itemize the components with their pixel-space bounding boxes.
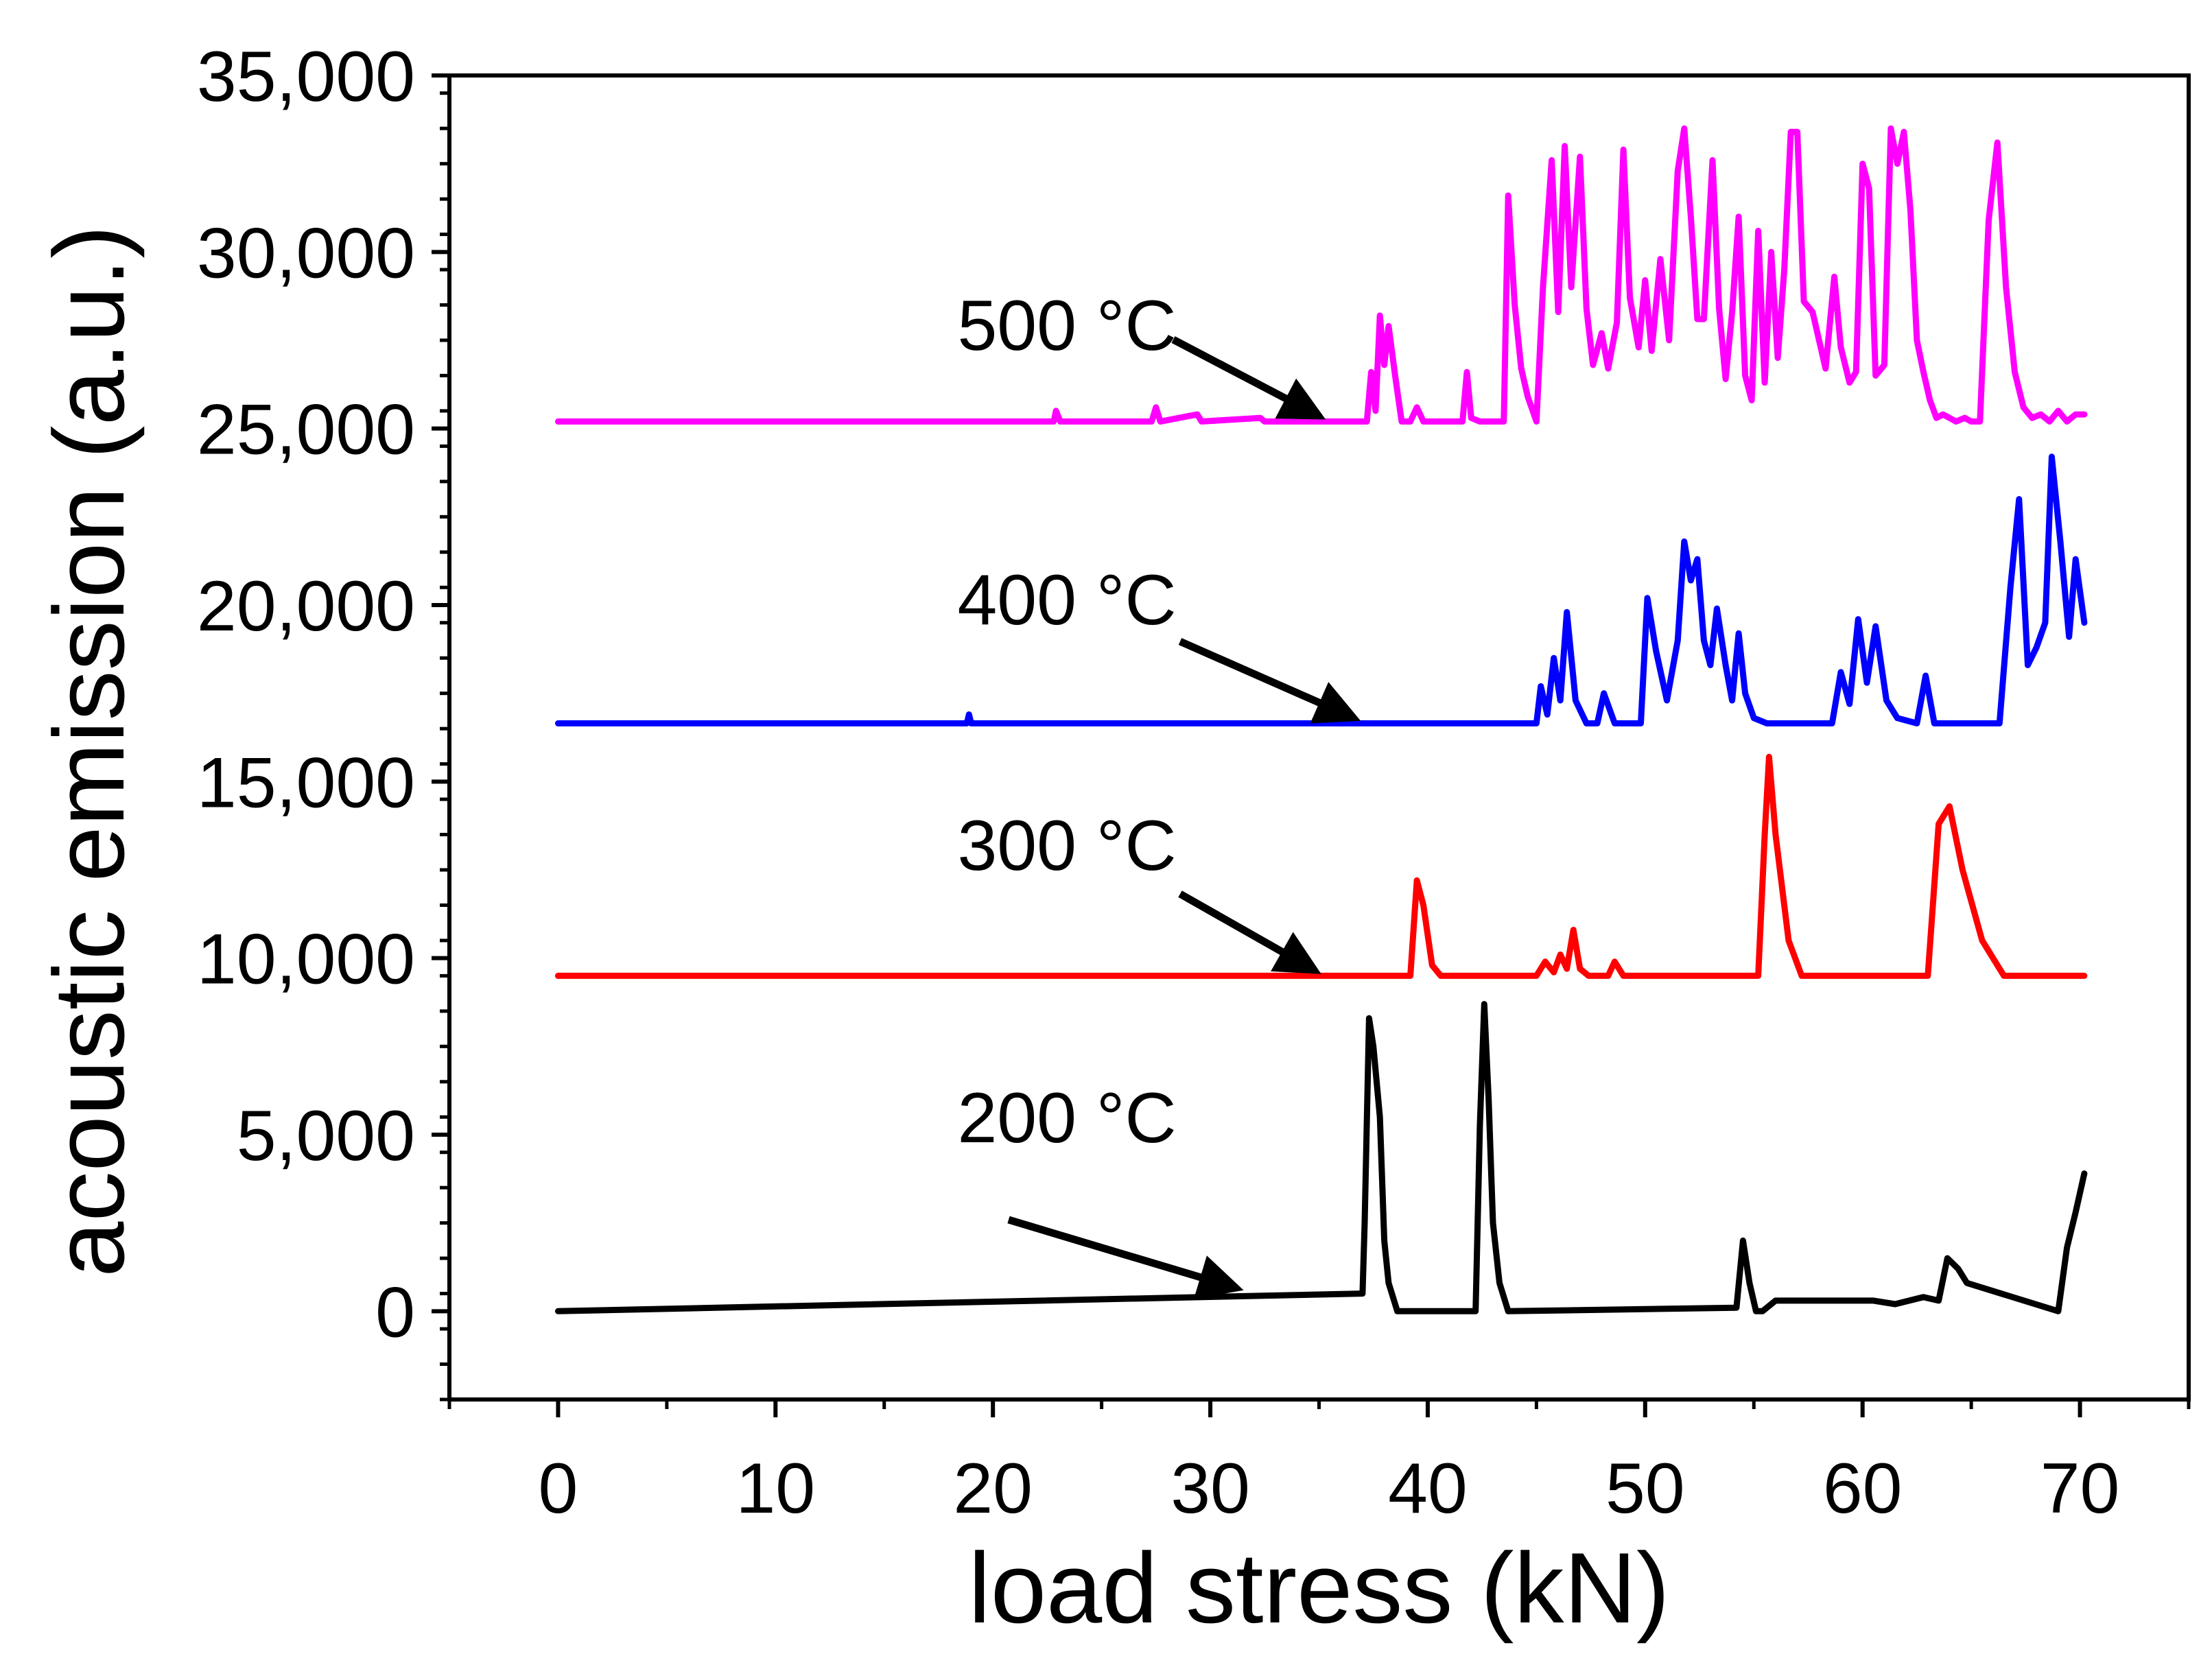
plot-frame	[447, 73, 2191, 1402]
x-tick-label: 0	[539, 1449, 578, 1528]
annotation-label: 300 °C	[957, 806, 1176, 886]
y-tick-label: 35,000	[197, 37, 415, 117]
x-tick-label: 20	[953, 1449, 1033, 1528]
x-tick-label: 30	[1170, 1449, 1250, 1528]
series-layer	[554, 125, 2088, 1314]
annotation-label: 200 °C	[957, 1078, 1176, 1158]
y-tick-label: 15,000	[197, 743, 415, 823]
series-line-3	[554, 125, 2088, 425]
x-tick-label: 70	[2040, 1449, 2120, 1528]
ticks-layer: 0 10 20 30 40 50 60 70 0 5,000 10,000 15,000 20,000 2…	[197, 37, 2191, 1528]
annotation-arrow	[1007, 1216, 1244, 1299]
x-tick-label: 50	[1605, 1449, 1685, 1528]
annotation-label: 500 °C	[957, 286, 1176, 366]
series-line-2	[554, 453, 2088, 726]
y-tick-label: 25,000	[197, 390, 415, 470]
annotation-arrow	[1178, 637, 1361, 724]
x-tick-label: 60	[1823, 1449, 1903, 1528]
annotation-layer: 500 °C 400 °C 300 °C 200 °C	[957, 286, 1361, 1299]
y-tick-label: 0	[375, 1273, 415, 1352]
series-line-0	[554, 1001, 2088, 1314]
annotation-arrow	[1178, 890, 1321, 974]
x-tick-label: 10	[736, 1449, 815, 1528]
x-tick-label: 40	[1388, 1449, 1468, 1528]
series-line-1	[554, 753, 2088, 979]
annotation-arrow	[1171, 336, 1326, 420]
y-axis-title: acoustic emission (a.u.)	[33, 225, 145, 1277]
y-tick-label: 5,000	[237, 1096, 415, 1176]
y-tick-label: 20,000	[197, 567, 415, 646]
annotation-label: 400 °C	[957, 560, 1176, 640]
x-axis-title: load stress (kN)	[968, 1532, 1669, 1644]
y-tick-label: 10,000	[197, 920, 415, 1000]
y-tick-label: 30,000	[197, 213, 415, 293]
